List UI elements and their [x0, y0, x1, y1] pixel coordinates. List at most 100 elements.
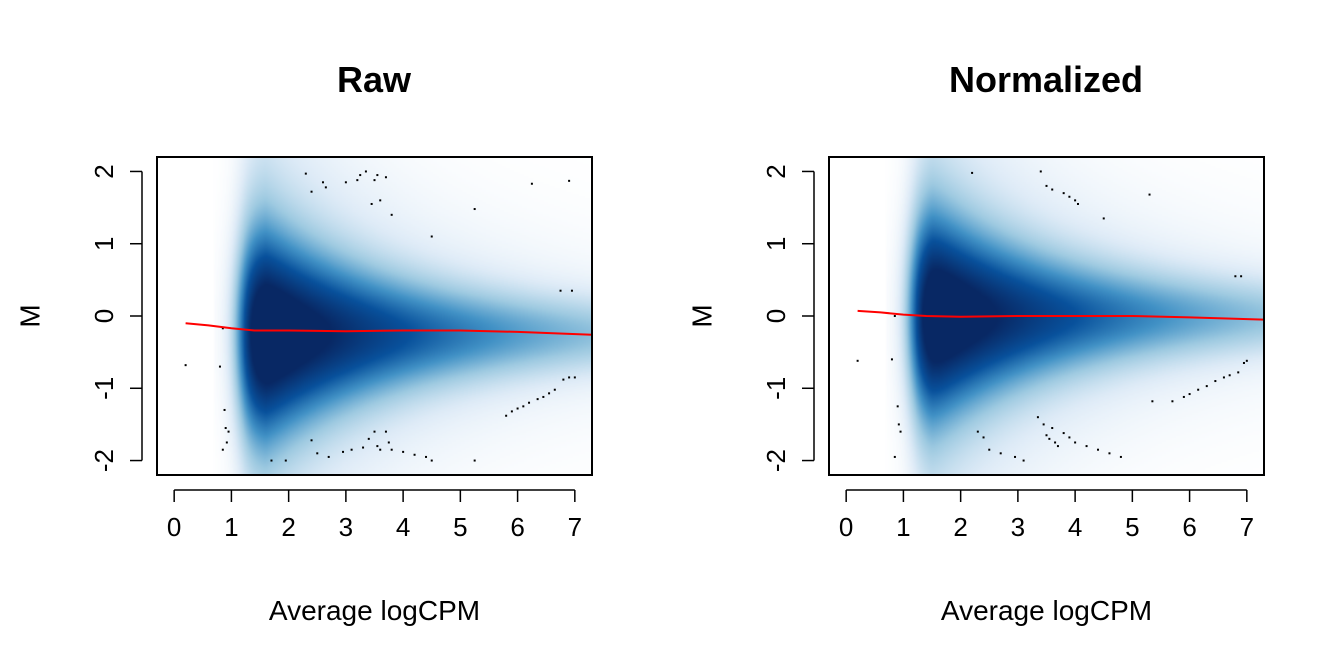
outlier-point: [1085, 445, 1088, 448]
outlier-point: [568, 376, 571, 379]
outlier-point: [1056, 445, 1059, 448]
outlier-point: [505, 414, 508, 417]
outlier-point: [976, 430, 979, 433]
outlier-point: [473, 208, 476, 211]
y-tick-label: -2: [761, 449, 791, 472]
outlier-point: [1051, 188, 1054, 191]
outlier-point: [568, 179, 571, 182]
outlier-point: [224, 427, 227, 430]
x-axis: 0 1 2 3 4 5 6 7: [167, 489, 582, 542]
outlier-point: [184, 364, 187, 367]
y-tick-label: 2: [89, 164, 119, 178]
outlier-point: [899, 430, 902, 433]
outlier-point: [573, 376, 576, 379]
chart-title: Normalized: [949, 59, 1143, 100]
x-tick-label: 2: [953, 512, 967, 542]
outlier-point: [516, 407, 519, 410]
outlier-point: [350, 448, 353, 451]
trend-line: [185, 322, 592, 336]
outlier-point: [284, 459, 287, 462]
outlier-point: [1237, 371, 1240, 374]
outlier-point: [227, 430, 230, 433]
outlier-point: [342, 450, 345, 453]
outlier-point: [1048, 437, 1051, 440]
plot-frame: [828, 156, 1265, 476]
plot-frame: [156, 156, 593, 476]
outlier-point: [856, 359, 859, 362]
x-tick-label: 5: [1125, 512, 1139, 542]
outlier-point: [1245, 359, 1248, 362]
outlier-point: [225, 441, 228, 444]
outlier-point: [373, 430, 376, 433]
x-tick-label: 4: [396, 512, 410, 542]
outlier-point: [893, 455, 896, 458]
x-tick-label: 3: [339, 512, 353, 542]
outlier-point: [223, 408, 226, 411]
outlier-point: [402, 450, 405, 453]
outlier-point: [430, 235, 433, 238]
outlier-point: [1151, 400, 1154, 403]
x-tick-label: 6: [1182, 512, 1196, 542]
outlier-point: [1074, 199, 1077, 202]
md-plot-panel: 0 1 2 3 4 5 6 7 -2 -1 0 1 2 Normalized Average logCPM M: [687, 59, 1265, 626]
x-axis-title: Average logCPM: [269, 595, 480, 626]
x-tick-label: 4: [1068, 512, 1082, 542]
outlier-point: [562, 378, 565, 381]
outlier-point: [1197, 388, 1200, 391]
outlier-point: [988, 448, 991, 451]
density-heatmap: [157, 157, 592, 475]
outlier-point: [896, 405, 899, 408]
outlier-point: [1228, 374, 1231, 377]
outlier-point: [982, 436, 985, 439]
outlier-point: [430, 459, 433, 462]
outlier-point: [359, 174, 362, 177]
x-tick-label: 1: [896, 512, 910, 542]
outlier-point: [1108, 452, 1111, 455]
y-axis-title: M: [15, 304, 46, 327]
outlier-point: [324, 186, 327, 189]
y-tick-label: 0: [761, 309, 791, 323]
outlier-point: [1062, 192, 1065, 195]
outlier-point: [1062, 432, 1065, 435]
outlier-point: [530, 182, 533, 185]
outlier-point: [310, 439, 313, 442]
x-tick-label: 0: [839, 512, 853, 542]
outlier-point: [384, 430, 387, 433]
outlier-point: [376, 174, 379, 177]
outlier-point: [362, 446, 365, 449]
outlier-point: [1214, 380, 1217, 383]
outlier-point: [390, 213, 393, 216]
outlier-point: [890, 358, 893, 361]
x-tick-label: 3: [1011, 512, 1025, 542]
outlier-point: [310, 190, 313, 193]
outlier-point: [327, 455, 330, 458]
outlier-points: [856, 170, 1248, 462]
y-axis-title: M: [687, 304, 718, 327]
outlier-point: [387, 441, 390, 444]
x-tick-label: 1: [224, 512, 238, 542]
outlier-point: [542, 395, 545, 398]
outlier-point: [1074, 441, 1077, 444]
outlier-point: [528, 401, 531, 404]
outlier-point: [1036, 416, 1039, 419]
outlier-point: [1188, 393, 1191, 396]
outlier-point: [367, 437, 370, 440]
outlier-point: [379, 448, 382, 451]
outlier-point: [971, 171, 974, 174]
outlier-point: [1102, 217, 1105, 220]
md-plot-panel: 0 1 2 3 4 5 6 7 -2 -1 0 1 2 Raw Average logCPM M: [15, 59, 593, 626]
outlier-point: [999, 452, 1002, 455]
outlier-point: [1097, 448, 1100, 451]
outlier-points: [184, 170, 576, 462]
outlier-point: [344, 181, 347, 184]
outlier-point: [897, 423, 900, 426]
outlier-point: [304, 172, 307, 175]
y-tick-label: -2: [89, 449, 119, 472]
outlier-point: [321, 181, 324, 184]
outlier-point: [1042, 423, 1045, 426]
trend-line: [857, 309, 1264, 321]
outlier-point: [364, 170, 367, 173]
outlier-point: [1068, 436, 1071, 439]
x-axis-title: Average logCPM: [941, 595, 1152, 626]
